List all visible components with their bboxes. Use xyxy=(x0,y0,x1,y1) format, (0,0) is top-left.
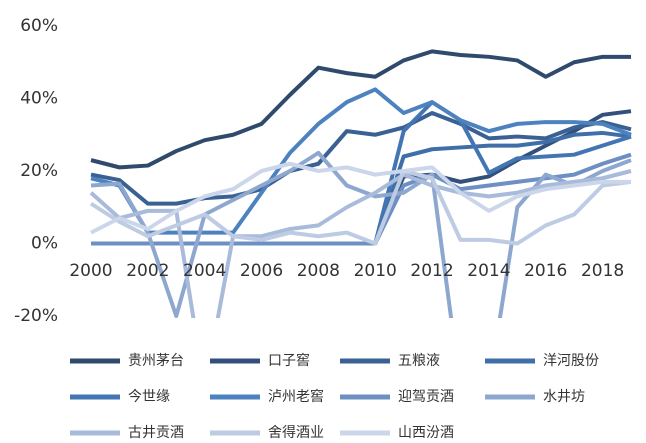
x-tick-label: 2010 xyxy=(354,261,397,281)
y-tick-label: 60% xyxy=(20,16,58,36)
x-tick-label: 2004 xyxy=(183,261,226,281)
legend-label: 今世缘 xyxy=(128,389,170,405)
legend-label: 洋河股份 xyxy=(543,353,599,369)
y-tick-label: 40% xyxy=(20,89,58,109)
legend-label: 水井坊 xyxy=(543,389,585,405)
plot-area xyxy=(89,49,632,318)
series-line xyxy=(90,49,631,170)
x-tick-label: 2018 xyxy=(581,261,624,281)
x-tick-label: 2014 xyxy=(467,261,510,281)
legend-label: 舍得酒业 xyxy=(268,424,324,439)
series-line xyxy=(89,169,632,246)
legend-label: 泸州老窖 xyxy=(268,388,324,405)
x-tick-label: 2006 xyxy=(240,261,283,281)
legend-label: 口子窖 xyxy=(268,352,310,369)
x-tick-label: 2016 xyxy=(524,261,567,281)
legend-label: 迎驾贡酒 xyxy=(398,389,454,405)
series-line xyxy=(90,111,632,206)
x-tick-label: 2008 xyxy=(297,261,340,281)
series-line xyxy=(90,161,631,235)
y-tick-label: 0% xyxy=(31,234,58,254)
series-line xyxy=(90,150,632,318)
x-tick-label: 2012 xyxy=(410,261,453,281)
y-tick-label: -20% xyxy=(14,306,58,326)
x-tick-label: 2000 xyxy=(69,261,112,281)
x-tick-label: 2002 xyxy=(126,261,169,281)
y-tick-label: 20% xyxy=(20,161,58,181)
series-line xyxy=(89,169,632,318)
legend-label: 古井贡酒 xyxy=(128,425,184,439)
legend-label: 贵州茅台 xyxy=(128,353,184,369)
legend-label: 山西汾酒 xyxy=(398,425,454,439)
legend-label: 五粮液 xyxy=(398,353,440,369)
